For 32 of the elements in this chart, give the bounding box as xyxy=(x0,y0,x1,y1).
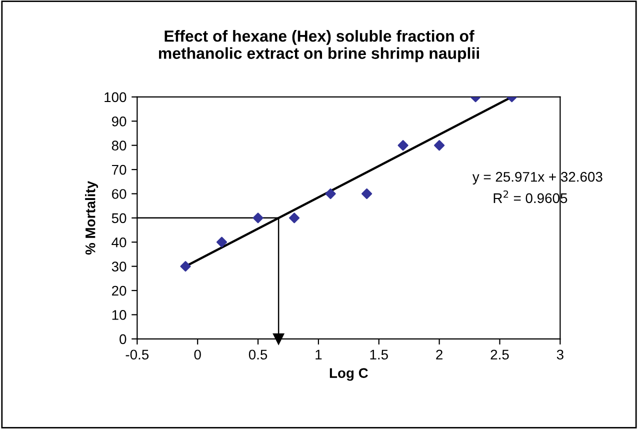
point xyxy=(216,236,228,248)
y-tick-label: 10 xyxy=(112,310,126,320)
y-tick-label: 100 xyxy=(104,92,126,102)
chart-title: Effect of hexane (Hex) soluble fraction of methanolic extract on brine shrimp nauplii xyxy=(158,30,479,62)
x-axis-title: Log C xyxy=(330,368,368,381)
y-tick-label: 80 xyxy=(112,140,126,151)
annotation: y = 25.971x + 32.603 xyxy=(472,172,602,185)
y-tick-label: 50 xyxy=(112,213,126,224)
point xyxy=(434,140,445,151)
point xyxy=(325,188,336,200)
y-tick-label: 30 xyxy=(112,262,126,272)
y-tick-label: 60 xyxy=(112,189,126,199)
y-tick-label: 20 xyxy=(112,286,126,296)
x-tick-label: 1 xyxy=(316,350,322,360)
point xyxy=(288,212,300,224)
x-tick-label: 0.5 xyxy=(248,350,268,360)
x-tick-label: 2.5 xyxy=(490,350,509,360)
point xyxy=(252,212,264,224)
x-tick-label: 0 xyxy=(194,350,201,360)
point xyxy=(273,333,284,344)
x-tick-label: 2 xyxy=(436,350,442,360)
x-tick-label: -0.5 xyxy=(126,350,149,360)
point xyxy=(180,261,191,272)
y-axis-title: % Mortality xyxy=(85,180,98,255)
y-tick-label: 70 xyxy=(112,164,126,175)
point xyxy=(398,140,408,151)
point xyxy=(361,188,372,200)
y-tick-label: 40 xyxy=(112,237,126,248)
y-tick-label: 0 xyxy=(120,334,126,344)
y-tick-label: 90 xyxy=(112,116,126,126)
x-tick-label: 3 xyxy=(556,350,564,360)
x-tick-label: 1.5 xyxy=(370,350,388,360)
